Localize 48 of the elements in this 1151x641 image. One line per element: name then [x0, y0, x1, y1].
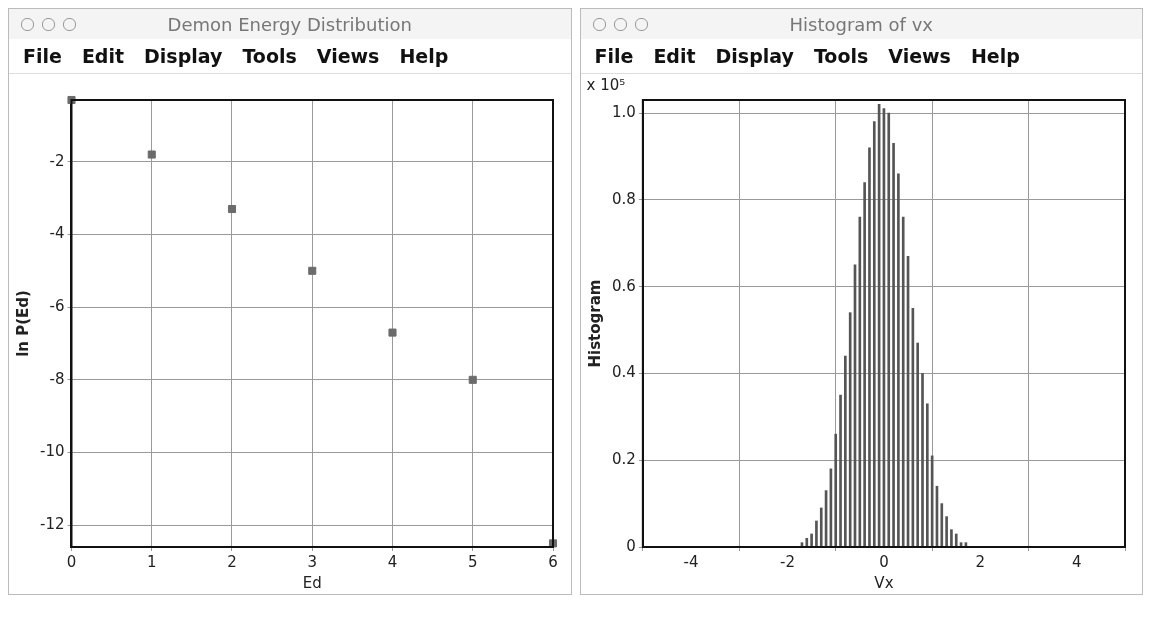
point — [308, 266, 317, 275]
y-tick-label: -4 — [49, 224, 65, 243]
point — [388, 328, 397, 337]
chart-title: Demon Energy Distribution — [167, 13, 412, 35]
y-tick-label: -10 — [40, 442, 65, 461]
text: Views — [888, 45, 951, 67]
x-tick-label: 4 — [1071, 552, 1082, 571]
y-axis-title: ln P(Ed) — [13, 290, 32, 357]
x-tick-label: 3 — [307, 552, 318, 571]
x-axis-title: Vx — [873, 573, 894, 592]
y-tick-label: 0.2 — [611, 450, 636, 469]
text: Views — [316, 45, 380, 67]
x-axis-title: Ed — [302, 573, 322, 592]
text: Display — [715, 45, 794, 67]
y-tick-label: 1.0 — [611, 102, 636, 121]
y-tick-label: 0 — [625, 536, 636, 555]
x-tick-label: -4 — [683, 552, 699, 571]
text: Help — [399, 45, 449, 67]
text: File — [23, 45, 62, 67]
x-tick-label: 6 — [548, 552, 558, 571]
point — [227, 204, 237, 214]
x-tick-label: 1 — [146, 552, 157, 571]
text: Display — [144, 45, 223, 67]
x-tick-label: 2 — [975, 552, 985, 571]
text: Tools — [242, 45, 297, 67]
y-tick-label: 0.6 — [611, 276, 636, 295]
text: x 10⁵ — [586, 76, 626, 94]
y-tick-label: -8 — [49, 369, 65, 388]
y-tick-label: -12 — [40, 515, 65, 534]
chart-title: Histogram of vx — [789, 13, 933, 35]
y-tick-label: 0.8 — [611, 189, 636, 208]
x-tick-label: 5 — [467, 552, 478, 571]
x-tick-label: 4 — [387, 552, 398, 571]
point — [468, 375, 477, 384]
x-tick-label: 0 — [66, 552, 77, 571]
text: Help — [970, 45, 1020, 67]
text: Edit — [653, 45, 696, 67]
point — [147, 150, 156, 159]
x-tick-label: 2 — [227, 552, 237, 571]
y-tick-label: -6 — [49, 297, 65, 316]
y-tick-label: 0.4 — [611, 363, 636, 382]
text: Edit — [81, 45, 125, 67]
x-tick-label: -2 — [779, 552, 795, 571]
text: Tools — [813, 45, 869, 67]
text: File — [594, 45, 634, 67]
y-axis-title: Histogram — [585, 279, 604, 368]
y-tick-label: -2 — [49, 151, 65, 170]
x-tick-label: 0 — [878, 552, 889, 571]
